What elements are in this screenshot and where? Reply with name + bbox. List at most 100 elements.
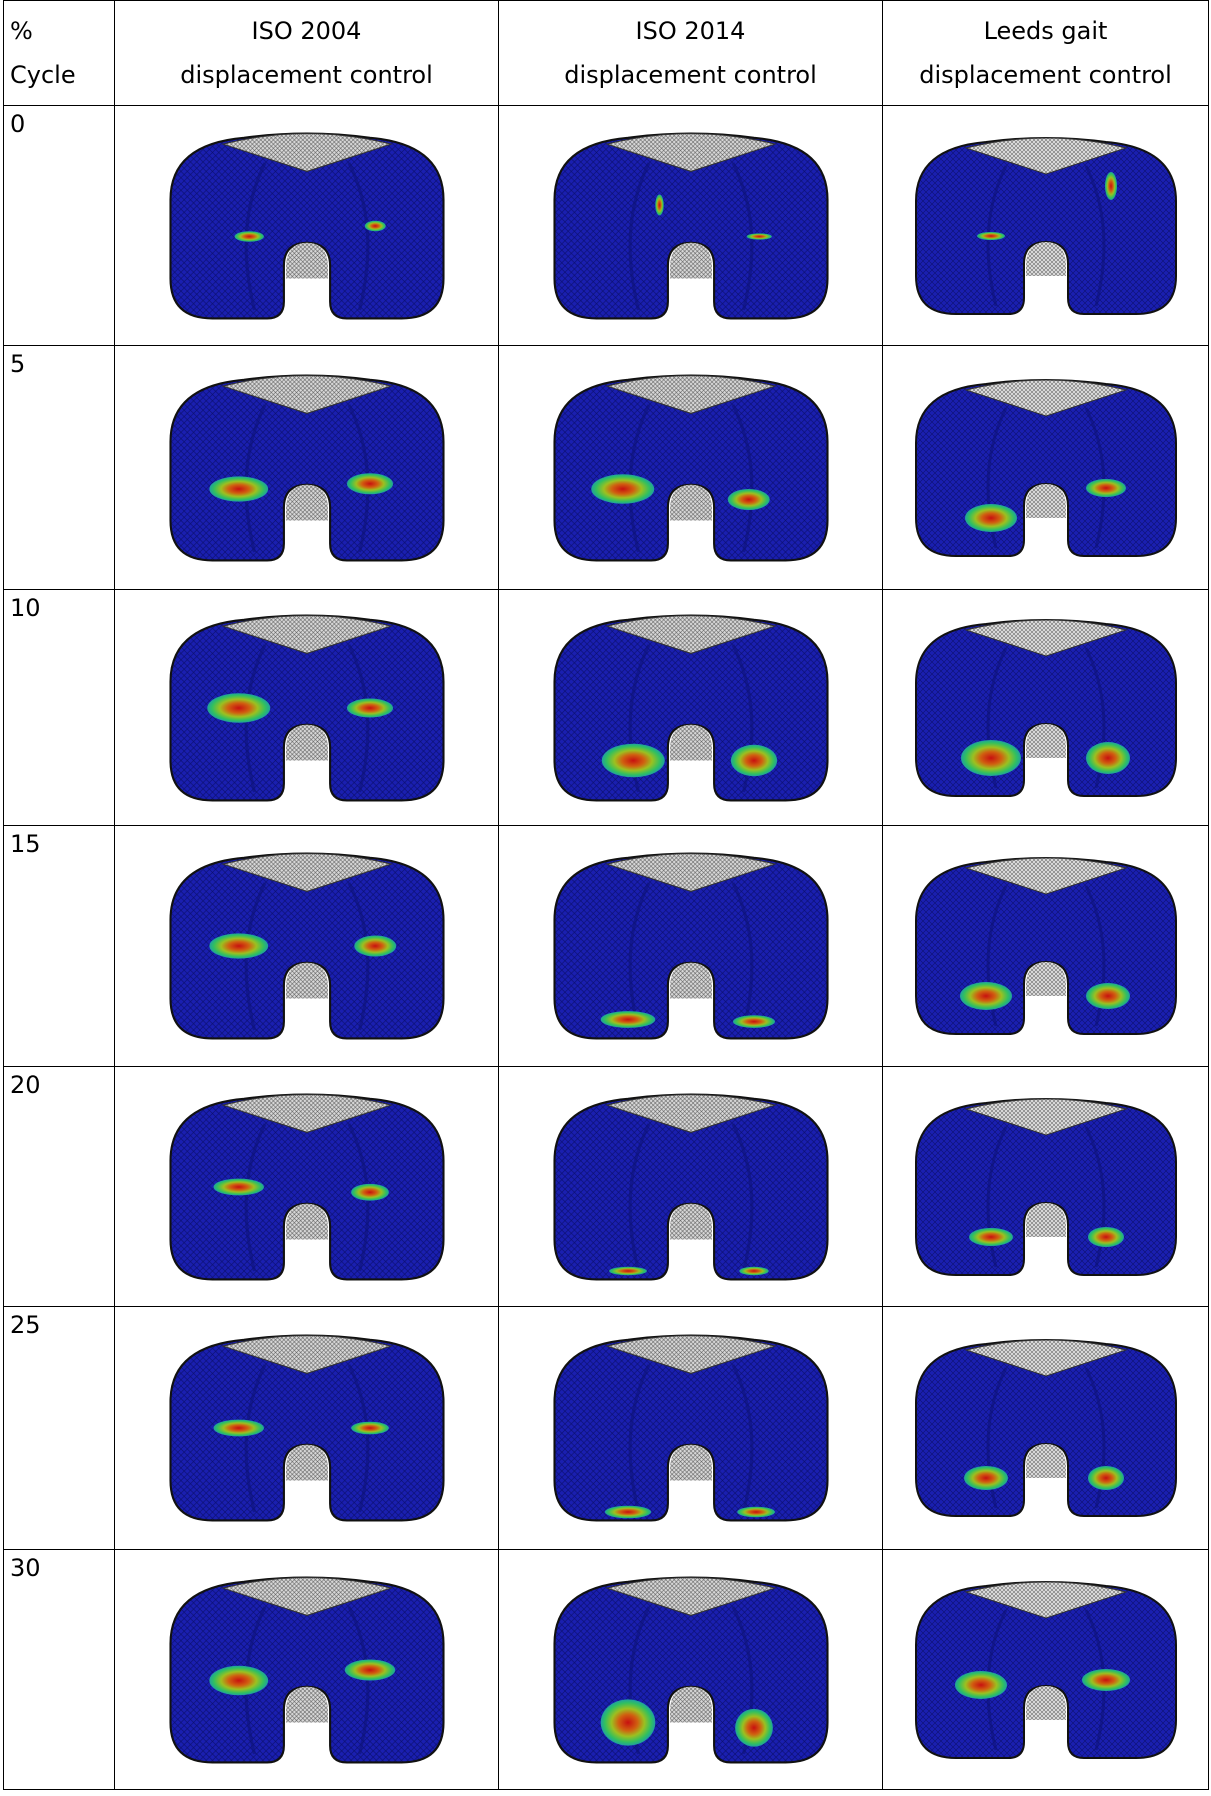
image-cell	[115, 1550, 499, 1790]
cycle-cell: 15	[4, 826, 115, 1067]
cell-text: 30	[10, 1554, 114, 1582]
contact-patch	[737, 1507, 775, 1518]
contact-patch	[977, 232, 1005, 240]
image-cell	[499, 346, 883, 590]
contact-map-image	[147, 841, 467, 1051]
image-cell	[883, 346, 1209, 590]
contact-map-image	[147, 603, 467, 813]
cell-text: ISO 2004	[115, 9, 498, 53]
table-row: 15	[4, 826, 1209, 1067]
contact-map-image	[147, 363, 467, 573]
image-cell	[115, 1307, 499, 1550]
post-surface	[286, 1686, 328, 1722]
image-cell	[499, 106, 883, 346]
cycle-cell: 10	[4, 590, 115, 826]
contact-patch	[609, 1266, 647, 1274]
post-surface	[1026, 242, 1066, 276]
contact-patch	[739, 1266, 768, 1274]
post-surface	[1026, 1444, 1066, 1478]
image-cell	[883, 1067, 1209, 1307]
post-surface	[1026, 724, 1066, 758]
cell-text: 0	[10, 110, 114, 138]
table-row: 25	[4, 1307, 1209, 1550]
table-row: 10	[4, 590, 1209, 826]
contact-patch	[351, 1183, 389, 1200]
contact-patch	[351, 1422, 389, 1435]
image-cell	[499, 1307, 883, 1550]
image-cell	[883, 1307, 1209, 1550]
cell-text: displacement control	[499, 53, 882, 97]
image-cell	[883, 590, 1209, 826]
cell-text: 10	[10, 594, 114, 622]
cell-text: 25	[10, 1311, 114, 1339]
post-surface	[286, 1445, 328, 1481]
contact-patch	[964, 1466, 1008, 1490]
image-cell	[499, 1067, 883, 1307]
contact-patch	[354, 936, 396, 957]
contact-patch	[1105, 172, 1117, 200]
contact-map-image	[896, 1082, 1196, 1292]
image-cell	[499, 1550, 883, 1790]
contact-patch	[955, 1671, 1007, 1699]
image-cell	[115, 1067, 499, 1307]
post-surface	[670, 963, 712, 999]
contact-patch	[961, 740, 1021, 776]
contact-patch	[591, 474, 654, 503]
cell-text: 20	[10, 1071, 114, 1099]
image-cell	[115, 590, 499, 826]
contact-patch	[346, 473, 392, 494]
contact-patch	[965, 504, 1017, 532]
contact-map-image	[531, 841, 851, 1051]
contact-map-image	[147, 1323, 467, 1533]
contact-patch	[600, 1699, 655, 1745]
post-surface	[286, 242, 328, 278]
header-row: %CycleISO 2004displacement controlISO 20…	[4, 1, 1209, 106]
contact-patch	[746, 233, 771, 239]
contact-map-image	[531, 121, 851, 331]
contact-patch	[209, 476, 268, 501]
cycle-cell: 20	[4, 1067, 115, 1307]
contact-patch	[213, 1420, 263, 1437]
contact-patch	[344, 1659, 394, 1680]
contact-patch	[960, 982, 1012, 1010]
contact-map-image	[896, 121, 1196, 331]
image-cell	[115, 106, 499, 346]
contact-map-image	[147, 1565, 467, 1775]
contact-patch	[733, 1015, 775, 1028]
image-cell	[883, 1550, 1209, 1790]
page: %CycleISO 2004displacement controlISO 20…	[0, 0, 1211, 1796]
contact-patch	[1086, 479, 1126, 497]
contact-patch	[601, 743, 664, 777]
contact-patch	[1086, 742, 1130, 774]
contact-patch	[730, 744, 776, 776]
table-row: 0	[4, 106, 1209, 346]
cycle-cell: 30	[4, 1550, 115, 1790]
post-surface	[670, 1203, 712, 1239]
image-cell	[115, 346, 499, 590]
contact-patch	[346, 698, 392, 717]
contact-patch	[234, 231, 263, 242]
image-cell	[883, 106, 1209, 346]
image-cell	[115, 826, 499, 1067]
contact-patch	[600, 1011, 655, 1028]
contact-map-image	[531, 1082, 851, 1292]
cell-text: 15	[10, 830, 114, 858]
contact-patch	[1086, 983, 1130, 1009]
contact-patch	[604, 1506, 650, 1519]
contact-patch	[1088, 1227, 1124, 1247]
post-surface	[1026, 484, 1066, 518]
contact-map-image	[896, 363, 1196, 573]
contact-map-image	[147, 1082, 467, 1292]
post-surface	[670, 1686, 712, 1722]
image-cell	[499, 826, 883, 1067]
contact-map-image	[896, 841, 1196, 1051]
post-surface	[670, 1445, 712, 1481]
post-surface	[286, 724, 328, 760]
contact-patch	[207, 693, 270, 722]
cell-text: Cycle	[10, 53, 114, 97]
contact-patch	[735, 1708, 773, 1746]
post-surface	[670, 242, 712, 278]
